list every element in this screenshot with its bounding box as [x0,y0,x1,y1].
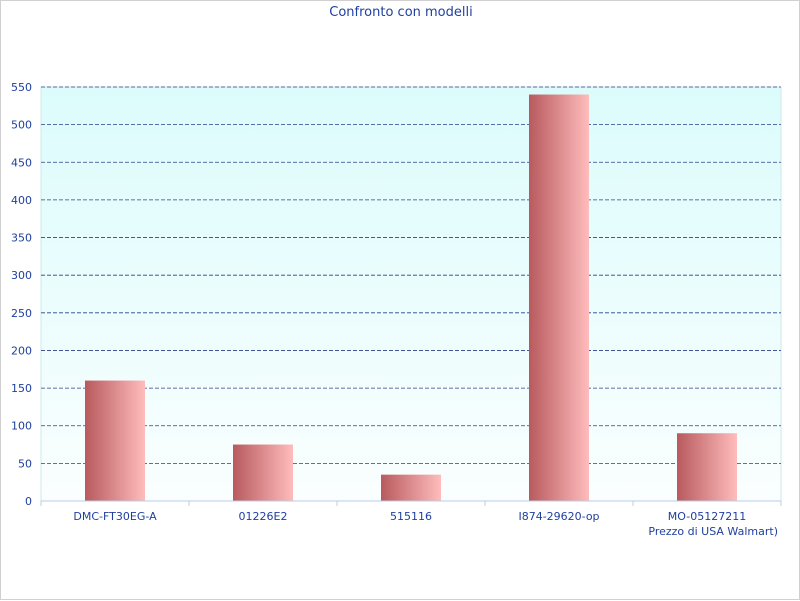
bar [381,474,441,501]
bar [677,433,737,501]
x-tick-label: 515116 [390,510,432,523]
x-axis-title: Prezzo di USA Walmart) [648,525,778,538]
chart-title: Confronto con modelli [329,5,473,20]
plot-area [40,86,782,502]
y-tick-label: 400 [11,194,32,207]
x-tick-label: 01226E2 [239,510,288,523]
y-tick-label: 100 [11,420,32,433]
bar [233,444,293,501]
y-tick-label: 350 [11,232,32,245]
y-tick-label: 200 [11,344,32,357]
y-tick-label: 300 [11,269,32,282]
x-tick-label: DMC-FT30EG-A [73,510,157,523]
x-tick-label: I874-29620-op [518,510,599,523]
y-tick-label: 550 [11,81,32,94]
y-tick-label: 500 [11,119,32,132]
bar [85,380,145,501]
x-tick-label: MO-05127211 [668,510,746,523]
y-tick-label: 150 [11,382,32,395]
y-tick-label: 450 [11,156,32,169]
y-tick-label: 0 [25,495,32,508]
y-tick-label: 250 [11,307,32,320]
y-tick-label: 50 [18,457,32,470]
bar [529,94,589,501]
